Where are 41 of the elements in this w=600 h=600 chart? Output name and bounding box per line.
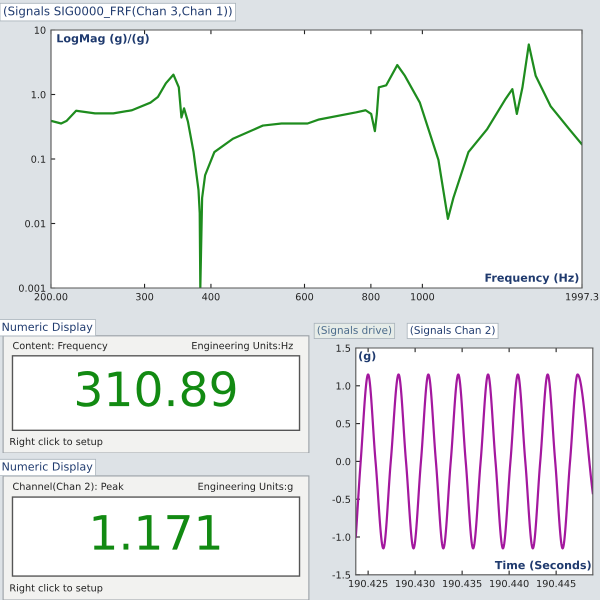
chart-title: (Signals Chan 2) <box>410 326 495 336</box>
chart-title: (Signals SIG0000_FRF(Chan 3,Chan 1)) <box>4 6 232 18</box>
x-tick-label: 190.435 <box>443 580 482 588</box>
chart-subtitle: (Signals drive) <box>318 326 392 336</box>
text: Engineering Units:g <box>198 482 292 492</box>
y-tick-label: 1.5 <box>336 344 350 352</box>
y-tick-label: -1.5 <box>332 571 350 579</box>
y-tick-label: 0.01 <box>25 220 46 228</box>
y-tick-label: 1.0 <box>32 90 46 98</box>
x-tick-label: 190.425 <box>349 580 388 588</box>
x-axis-title: Time (Seconds) <box>494 560 591 571</box>
text: Numeric Display <box>2 322 92 334</box>
y-axis-title: (g) <box>359 351 376 362</box>
x-tick-label: 190.445 <box>537 580 576 588</box>
text: Right click to setup <box>10 584 102 594</box>
y-tick-label: 0.0 <box>336 458 350 466</box>
x-tick-label: 1997.3 <box>566 293 598 300</box>
x-tick-label: 300 <box>136 293 154 300</box>
y-tick-label: 10 <box>34 26 46 34</box>
text: Right click to setup <box>10 438 102 448</box>
text: Channel(Chan 2): Peak <box>13 482 124 492</box>
text: 310.89 <box>76 371 236 407</box>
text: 1.171 <box>94 515 220 550</box>
x-tick-label: 200.00 <box>34 293 68 300</box>
x-axis-title: Frequency (Hz) <box>486 273 578 284</box>
text: Engineering Units:Hz <box>192 342 293 352</box>
y-tick-label: 0.5 <box>336 420 350 428</box>
y-axis-title: LogMag (g)/(g) <box>57 34 149 45</box>
y-tick-label: 0.001 <box>18 284 46 292</box>
text: Content: Frequency <box>13 342 108 352</box>
text: Numeric Display <box>2 462 92 473</box>
y-tick-label: 1.0 <box>336 382 350 390</box>
y-tick-label: -0.5 <box>332 496 350 504</box>
x-tick-label: 1000 <box>411 293 434 300</box>
x-tick-label: 190.440 <box>490 580 529 588</box>
x-tick-label: 600 <box>296 293 314 300</box>
x-tick-label: 190.430 <box>396 580 435 588</box>
y-tick-label: 0.1 <box>31 155 46 163</box>
x-tick-label: 800 <box>362 293 380 300</box>
y-tick-label: -1.0 <box>332 533 350 541</box>
x-tick-label: 400 <box>202 293 220 300</box>
